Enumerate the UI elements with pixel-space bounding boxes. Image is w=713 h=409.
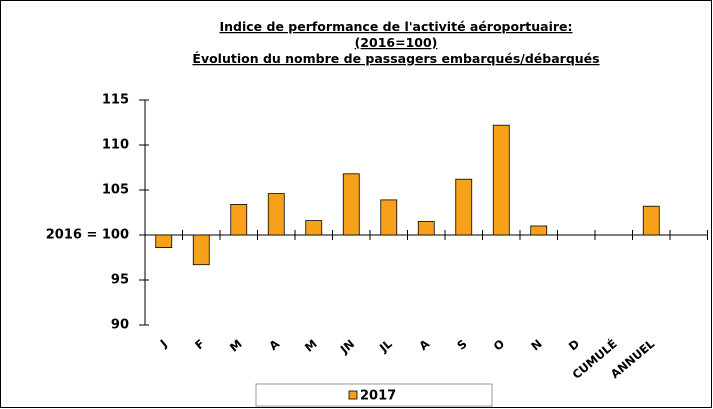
bar (155, 234, 173, 249)
bar (230, 203, 248, 236)
bar (455, 178, 473, 236)
y-tick-label: 90 (111, 318, 129, 333)
y-tick-label: 95 (111, 273, 129, 288)
legend-label: 2017 (360, 389, 396, 404)
bar (417, 221, 435, 236)
chart-title: Évolution du nombre de passagers embarqu… (192, 51, 599, 66)
bar (642, 205, 660, 236)
bar (492, 124, 510, 236)
legend-swatch (348, 390, 358, 400)
y-tick-label: 2016 = 100 (46, 228, 129, 243)
bar (530, 225, 548, 236)
chart-title: Indice de performance de l'activité aéro… (219, 19, 572, 34)
bar (342, 173, 360, 236)
chart-title: (2016=100) (355, 35, 438, 50)
legend-box (255, 383, 493, 407)
y-tick-label: 115 (102, 93, 129, 108)
bar (267, 193, 285, 236)
y-tick-label: 105 (102, 183, 129, 198)
bar (305, 220, 323, 236)
y-tick-label: 110 (102, 138, 129, 153)
bar (380, 199, 398, 236)
bar (192, 234, 210, 266)
